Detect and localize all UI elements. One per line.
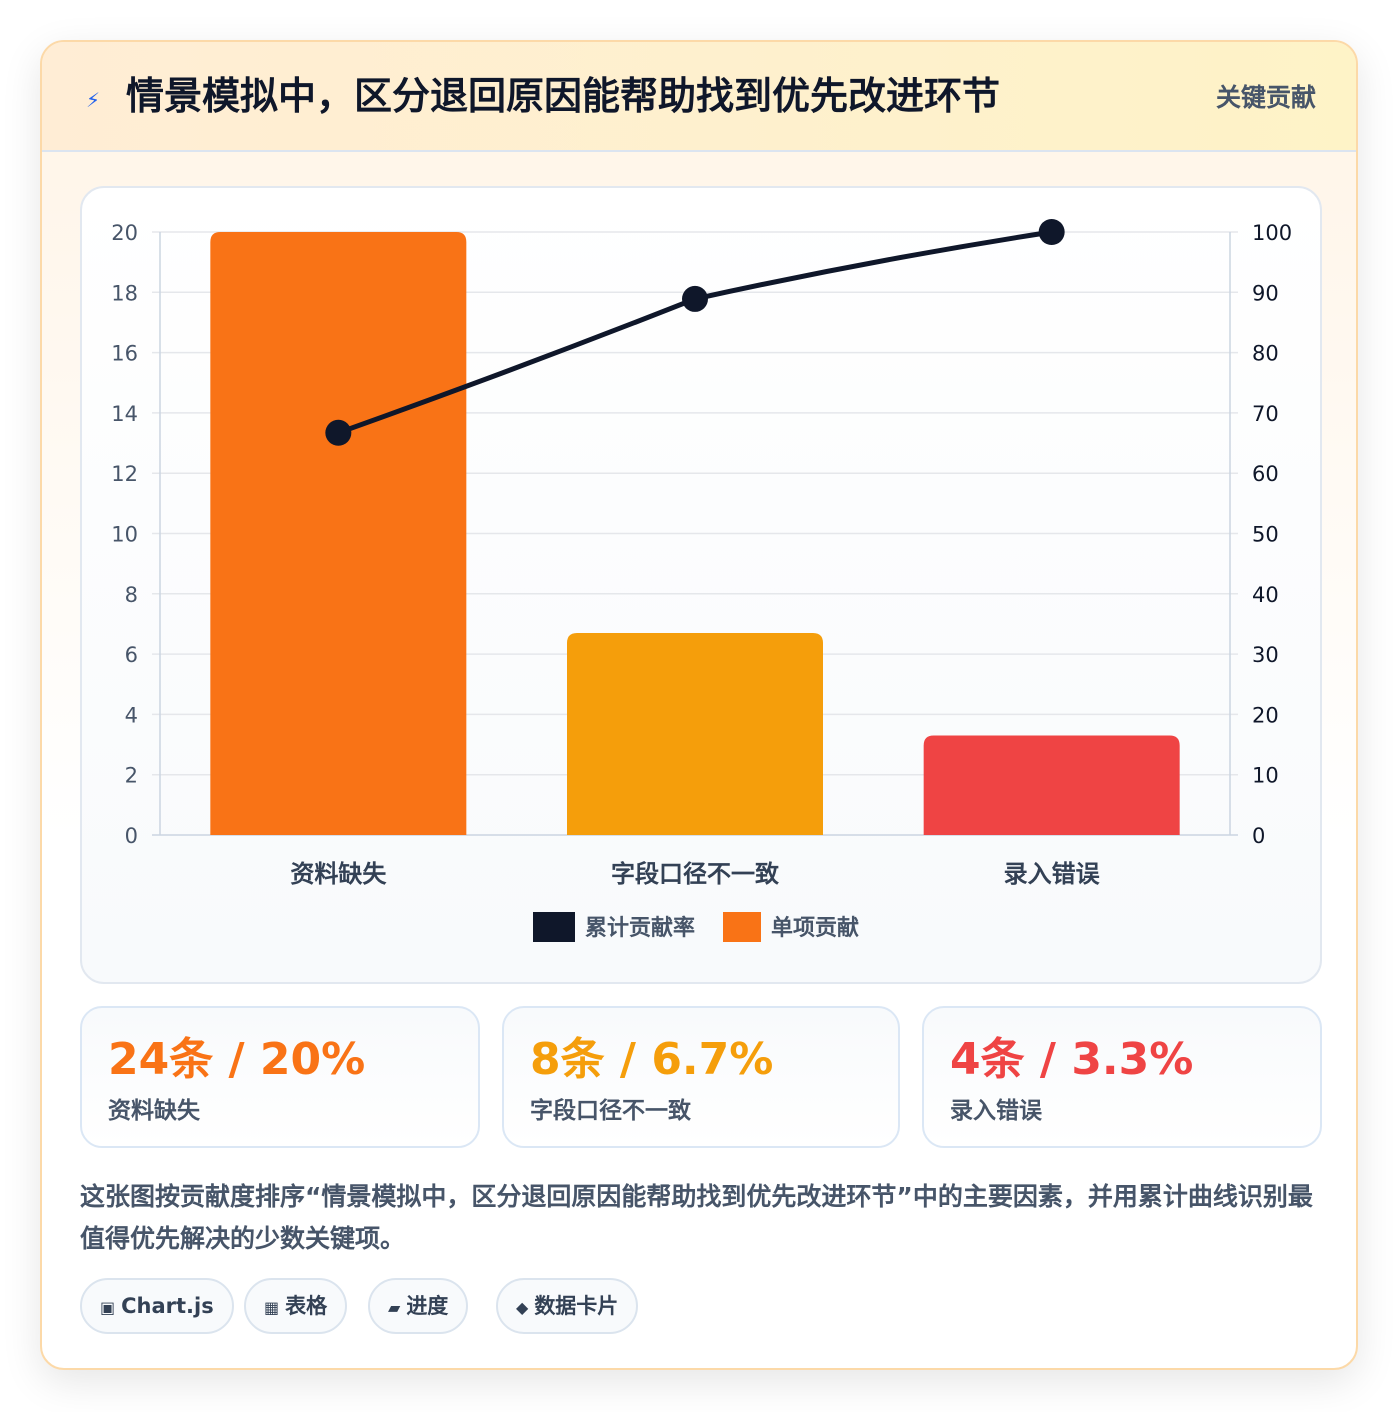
y-left-tick-label: 8 <box>125 583 138 607</box>
chip-label: Chart.js <box>121 1294 214 1318</box>
chart-description: 这张图按贡献度排序“情景模拟中，区分退回原因能帮助找到优先改进环节”中的主要因素… <box>80 1182 1313 1253</box>
legend-label: 单项贡献 <box>771 915 859 941</box>
legend-swatch-single <box>723 912 761 942</box>
chip-label: 数据卡片 <box>534 1294 619 1318</box>
y-right-tick-label: 60 <box>1252 462 1279 486</box>
y-left-tick-label: 4 <box>125 703 138 727</box>
main-card: ⚡ 情景模拟中，区分退回原因能帮助找到优先改进环节 关键贡献 0 2 4 6 8 10 12… <box>40 40 1358 1370</box>
stat-value: 4条 / 3.3% <box>950 1034 1194 1085</box>
y-right-tick-label: 0 <box>1252 824 1265 848</box>
stat-card-entry-error: 4条 / 3.3% 录入错误 <box>922 1006 1322 1148</box>
y-right-tick-label: 40 <box>1252 583 1279 607</box>
y-right-tick-label: 70 <box>1252 402 1279 426</box>
stat-label: 录入错误 <box>950 1098 1042 1124</box>
pareto-chart: 0 2 4 6 8 10 12 14 16 18 20 0 10 20 30 40 50 60 70 80 90 100 资… <box>111 219 1292 942</box>
bar-3 <box>923 735 1180 835</box>
chip-label: 进度 <box>406 1294 449 1318</box>
stat-card-missing: 24条 / 20% 资料缺失 <box>80 1006 480 1148</box>
chip-progress[interactable]: ▰ 进度 <box>368 1278 469 1334</box>
stat-card-inconsistent: 8条 / 6.7% 字段口径不一致 <box>502 1006 900 1148</box>
chip-label: 表格 <box>285 1294 328 1318</box>
bar-2 <box>567 632 823 835</box>
stat-value: 24条 / 20% <box>108 1034 366 1085</box>
y-right-tick-label: 100 <box>1252 221 1292 245</box>
chip-chartjs[interactable]: ▣ Chart.js <box>80 1278 234 1334</box>
legend-swatch-cumulative <box>533 912 575 942</box>
y-right-tick-label: 20 <box>1252 703 1279 727</box>
cumulative-point <box>682 285 708 312</box>
key-contribution-badge: 关键贡献 <box>1215 83 1316 112</box>
stat-value: 8条 / 6.7% <box>530 1034 774 1085</box>
y-left-tick-label: 20 <box>111 221 138 245</box>
y-left-tick-label: 14 <box>111 402 138 426</box>
stat-label: 资料缺失 <box>108 1098 200 1124</box>
lightning-icon: ⚡ <box>86 88 101 112</box>
y-right-tick-label: 80 <box>1252 342 1279 366</box>
x-tick-label: 资料缺失 <box>290 860 387 888</box>
x-tick-label: 录入错误 <box>1004 860 1101 888</box>
y-left-tick-label: 10 <box>111 523 138 547</box>
card-header: ⚡ 情景模拟中，区分退回原因能帮助找到优先改进环节 关键贡献 <box>42 42 1356 152</box>
y-right-tick-label: 50 <box>1252 523 1279 547</box>
table-icon: ▦ <box>264 1298 280 1317</box>
chip-table[interactable]: ▦ 表格 <box>244 1278 348 1334</box>
y-left-tick-label: 12 <box>111 462 138 486</box>
cumulative-point <box>325 419 352 446</box>
progress-icon: ▰ <box>388 1298 401 1317</box>
y-left-tick-label: 18 <box>111 281 138 305</box>
y-left-tick-label: 2 <box>125 764 138 788</box>
stat-label: 字段口径不一致 <box>530 1098 691 1124</box>
y-right-tick-label: 10 <box>1252 764 1279 788</box>
diamond-icon: ◆ <box>516 1298 529 1317</box>
y-left-tick-label: 6 <box>125 643 138 667</box>
bar-1 <box>210 232 467 835</box>
chart-panel: 0 2 4 6 8 10 12 14 16 18 20 0 10 20 30 40 50 60 70 80 90 100 资… <box>80 186 1322 984</box>
cumulative-point <box>1038 219 1065 245</box>
chip-data-card[interactable]: ◆ 数据卡片 <box>496 1278 639 1334</box>
y-left-tick-label: 0 <box>125 824 138 848</box>
y-right-tick-label: 30 <box>1252 643 1279 667</box>
x-tick-label: 字段口径不一致 <box>611 860 780 888</box>
y-right-tick-label: 90 <box>1252 281 1279 305</box>
chart-icon: ▣ <box>100 1298 116 1317</box>
page-title: 情景模拟中，区分退回原因能帮助找到优先改进环节 <box>126 74 1001 118</box>
legend-label: 累计贡献率 <box>585 915 695 941</box>
y-left-tick-label: 16 <box>111 342 138 366</box>
